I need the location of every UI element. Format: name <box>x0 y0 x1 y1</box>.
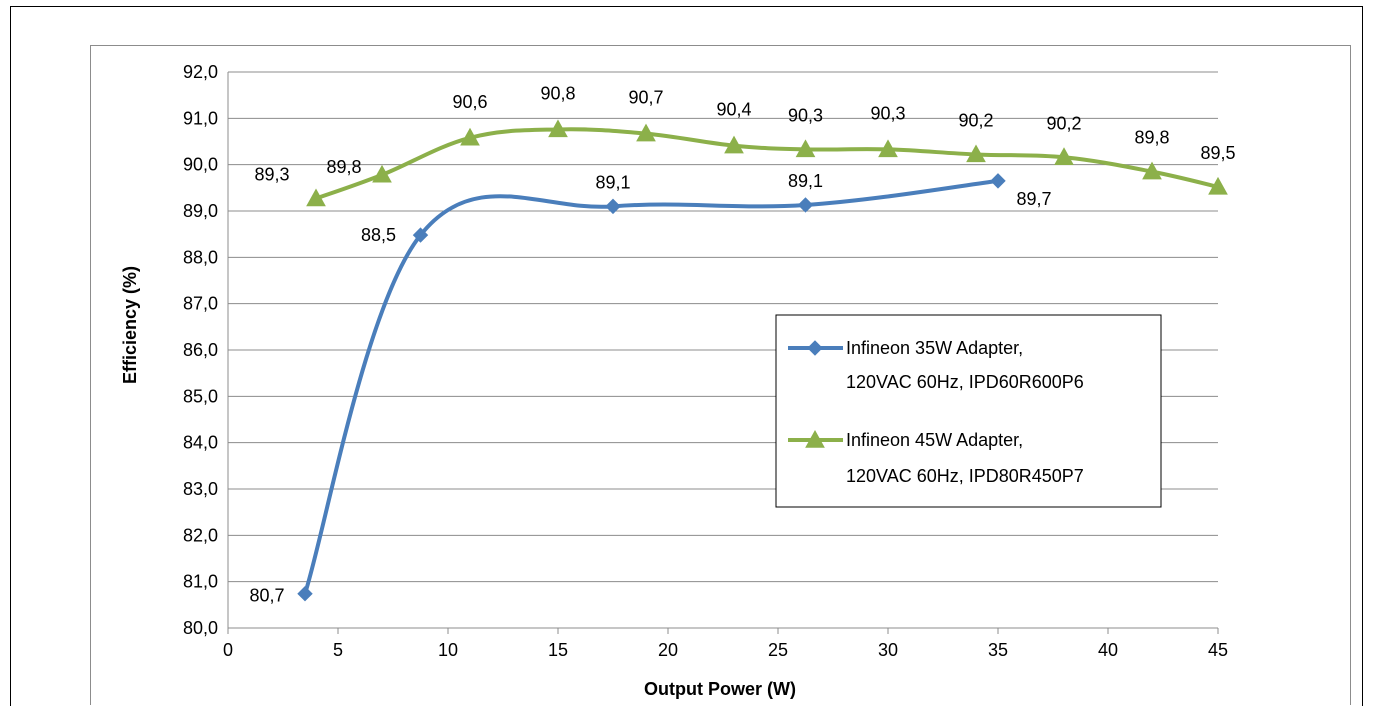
data-label: 89,5 <box>1200 143 1235 163</box>
data-label: 90,2 <box>958 110 993 130</box>
data-label: 90,3 <box>788 105 823 125</box>
data-labels: 80,7 88,5 89,1 89,1 89,7 89,3 89,8 90,6 90,8 90,7… <box>249 83 1235 605</box>
series-1-marker <box>605 198 621 215</box>
data-label: 90,7 <box>628 88 663 108</box>
y-tick-label: 83,0 <box>183 479 218 499</box>
y-tick-label: 89,0 <box>183 201 218 221</box>
y-tick-label: 86,0 <box>183 340 218 360</box>
y-tick-label: 80,0 <box>183 618 218 638</box>
legend-swatch-marker <box>807 340 823 356</box>
x-tick-label: 5 <box>333 640 343 660</box>
series-2-marker <box>966 144 986 163</box>
x-tick-label: 25 <box>768 640 788 660</box>
data-label: 89,8 <box>326 157 361 177</box>
legend-label: Infineon 35W Adapter, <box>846 338 1023 358</box>
series-markers <box>297 119 1228 602</box>
series-1-marker <box>412 227 429 243</box>
y-tick-labels: 80,0 81,0 82,0 83,0 84,0 85,0 86,0 87,0 88,0 89,0… <box>183 62 218 638</box>
series-2-marker <box>306 188 326 207</box>
x-tick-label: 40 <box>1098 640 1118 660</box>
series-2-marker <box>795 139 816 158</box>
series-2-marker <box>548 119 568 138</box>
data-label: 90,8 <box>540 83 575 103</box>
series-1-marker <box>797 197 814 213</box>
data-label: 89,8 <box>1134 128 1169 148</box>
x-tick-label: 20 <box>658 640 678 660</box>
y-tick-label: 84,0 <box>183 433 218 453</box>
legend: Infineon 35W Adapter, 120VAC 60Hz, IPD60R… <box>775 314 1162 508</box>
data-label: 90,3 <box>870 103 905 123</box>
y-tick-label: 81,0 <box>183 572 218 592</box>
y-tick-label: 92,0 <box>183 62 218 82</box>
y-tick-label: 88,0 <box>183 247 218 267</box>
series-2-marker <box>372 164 392 183</box>
data-label: 89,3 <box>254 164 289 184</box>
series-2-marker <box>636 123 656 142</box>
y-tick-label: 85,0 <box>183 386 218 406</box>
legend-label: 120VAC 60Hz, IPD80R450P7 <box>846 466 1084 486</box>
legend-label: 120VAC 60Hz, IPD60R600P6 <box>846 372 1084 392</box>
series-2-marker <box>1208 176 1228 195</box>
legend-label: Infineon 45W Adapter, <box>846 430 1023 450</box>
y-axis-title: Efficiency (%) <box>120 266 140 384</box>
data-label: 80,7 <box>249 586 284 606</box>
series-2-marker <box>878 139 898 158</box>
data-label: 89,1 <box>595 172 630 192</box>
x-tick-label: 0 <box>223 640 233 660</box>
y-tick-label: 82,0 <box>183 525 218 545</box>
y-tick-label: 87,0 <box>183 294 218 314</box>
series-1-marker <box>297 586 313 602</box>
x-tick-label: 15 <box>548 640 568 660</box>
series-2-marker <box>724 135 744 154</box>
series-line-1 <box>303 178 999 595</box>
series-line-2 <box>315 127 1219 201</box>
y-tick-label: 91,0 <box>183 108 218 128</box>
y-tick-label: 90,0 <box>183 155 218 175</box>
chart-outer-frame <box>10 6 1363 706</box>
x-tick-label: 10 <box>438 640 458 660</box>
series-2-marker <box>460 127 480 146</box>
gridlines <box>227 71 1219 634</box>
data-label: 90,4 <box>716 100 751 120</box>
legend-swatch-marker <box>805 429 825 448</box>
x-tick-label: 30 <box>878 640 898 660</box>
data-label: 90,2 <box>1046 113 1081 133</box>
chart-inner-frame <box>90 45 1351 705</box>
x-tick-label: 35 <box>988 640 1008 660</box>
data-label: 89,7 <box>1016 189 1051 209</box>
x-tick-labels: 0 5 10 15 20 25 30 35 40 45 <box>223 640 1228 660</box>
data-label: 89,1 <box>788 171 823 191</box>
x-axis-title: Output Power (W) <box>644 679 796 699</box>
data-label: 90,6 <box>452 92 487 112</box>
series-1-marker <box>990 173 1006 189</box>
series-2-marker <box>1054 147 1074 165</box>
series-2-marker <box>1142 161 1162 180</box>
data-label: 88,5 <box>361 225 396 245</box>
x-tick-label: 45 <box>1208 640 1228 660</box>
